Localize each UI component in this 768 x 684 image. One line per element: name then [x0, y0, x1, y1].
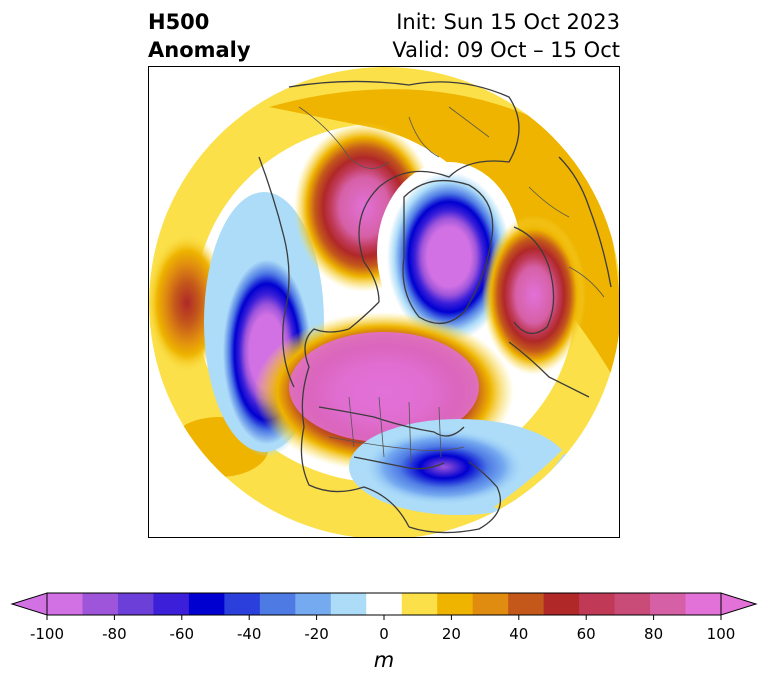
colorbar-tick-label: 80	[644, 625, 664, 643]
positive-band-north	[269, 89, 619, 387]
arctic-negative-anomaly	[387, 172, 511, 342]
colorbar-segment	[117, 593, 154, 615]
colorbar-segment	[579, 593, 616, 615]
colorbar-tick-label: 0	[379, 625, 389, 643]
colorbar-segment	[614, 593, 651, 615]
colorbar-segment	[685, 593, 722, 615]
colorbar-segment	[366, 593, 403, 615]
colorbar-tick-label: -80	[102, 625, 127, 643]
colorbar-tick-label: -20	[304, 625, 329, 643]
colorbar-tick-label: 20	[441, 625, 461, 643]
atlantic-negative-anomaly	[364, 429, 524, 505]
colorbar-unit-label: m	[373, 648, 395, 672]
colorbar-segment	[224, 593, 261, 615]
colorbar-segment	[472, 593, 509, 615]
colorbar-segment	[330, 593, 367, 615]
title-variable: H500	[148, 10, 210, 34]
colorbar-tick-label: -60	[169, 625, 195, 643]
colorbar-tick-label: 100	[706, 625, 736, 643]
colorbar-segment	[259, 593, 296, 615]
chart-title-left: H500 Anomaly	[148, 8, 251, 64]
colorbar	[10, 592, 758, 620]
colorbar-segment	[650, 593, 687, 615]
colorbar-over-arrow	[720, 592, 758, 616]
europe-positive-anomaly	[482, 215, 586, 375]
colorbar-segment	[188, 593, 225, 615]
colorbar-segment	[508, 593, 545, 615]
coastlines	[258, 80, 612, 534]
colorbar-segment	[82, 593, 119, 615]
colorbar-segment	[47, 593, 83, 615]
title-field: Anomaly	[148, 38, 251, 62]
southeast-positive-streak	[494, 437, 574, 512]
colorbar-tick-label: -40	[236, 625, 262, 643]
colorbar-tick-label: 40	[509, 625, 529, 643]
anomaly-map-svg	[149, 67, 619, 537]
anomaly-field	[149, 67, 619, 537]
colorbar-segment	[437, 593, 474, 615]
colorbar-segment	[295, 593, 332, 615]
colorbar-tick-label: -100	[29, 625, 65, 643]
country-borders	[298, 106, 605, 463]
init-date: Init: Sun 15 Oct 2023	[396, 10, 620, 34]
colorbar-under-arrow	[10, 592, 48, 616]
north-america-positive-core	[289, 332, 479, 442]
colorbar-tick-label: 60	[576, 625, 596, 643]
chart-title-right: Init: Sun 15 Oct 2023 Valid: 09 Oct – 15…	[392, 8, 620, 64]
valid-range: Valid: 09 Oct – 15 Oct	[392, 38, 620, 62]
anomaly-map	[148, 66, 620, 538]
colorbar-segment	[543, 593, 580, 615]
colorbar-segment	[153, 593, 190, 615]
colorbar-segment	[401, 593, 438, 615]
